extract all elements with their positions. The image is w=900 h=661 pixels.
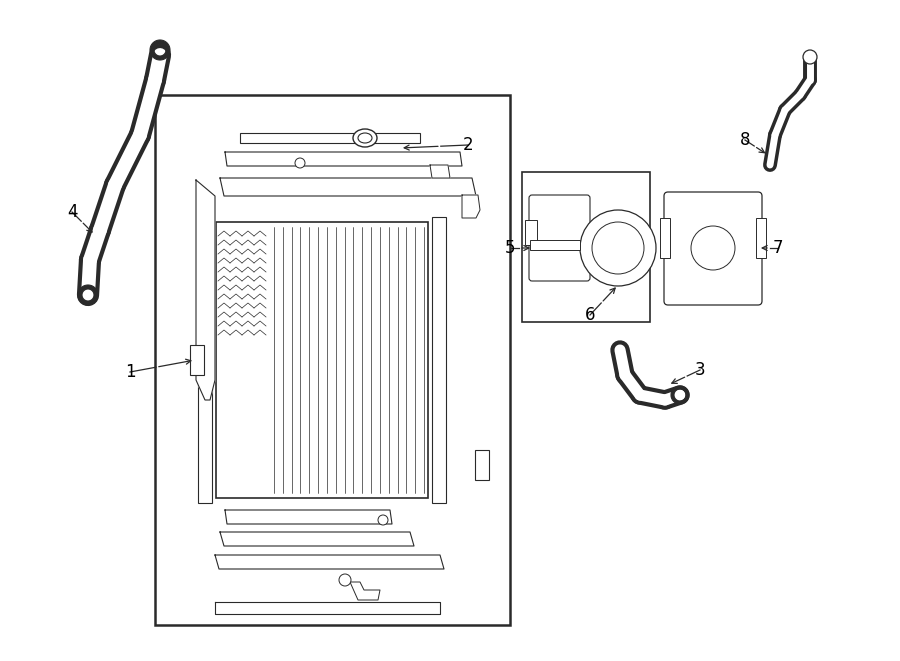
Bar bbox=[190, 345, 204, 375]
Polygon shape bbox=[215, 602, 440, 614]
Circle shape bbox=[691, 226, 735, 270]
Bar bbox=[432, 217, 446, 503]
Text: 2: 2 bbox=[463, 136, 473, 154]
FancyBboxPatch shape bbox=[529, 195, 590, 281]
Bar bbox=[198, 217, 212, 503]
Polygon shape bbox=[215, 555, 444, 569]
Text: 1: 1 bbox=[125, 363, 135, 381]
Polygon shape bbox=[220, 532, 414, 546]
Bar bbox=[522, 172, 650, 322]
Circle shape bbox=[580, 210, 656, 286]
Text: 3: 3 bbox=[695, 361, 706, 379]
Polygon shape bbox=[462, 195, 480, 218]
Polygon shape bbox=[220, 178, 476, 196]
Polygon shape bbox=[225, 152, 462, 166]
Bar bbox=[525, 220, 537, 245]
FancyBboxPatch shape bbox=[664, 192, 762, 305]
Polygon shape bbox=[196, 180, 215, 400]
Polygon shape bbox=[350, 582, 380, 600]
Circle shape bbox=[378, 515, 388, 525]
Text: 5: 5 bbox=[505, 239, 515, 257]
Bar bbox=[756, 218, 766, 258]
Circle shape bbox=[803, 50, 817, 64]
Polygon shape bbox=[430, 165, 450, 178]
Text: 8: 8 bbox=[740, 131, 751, 149]
Bar bbox=[660, 218, 670, 258]
Polygon shape bbox=[225, 510, 392, 524]
Ellipse shape bbox=[358, 133, 372, 143]
Bar bbox=[216, 222, 428, 498]
Text: 4: 4 bbox=[67, 203, 77, 221]
Text: 6: 6 bbox=[585, 306, 595, 324]
Ellipse shape bbox=[353, 129, 377, 147]
Circle shape bbox=[339, 574, 351, 586]
Text: 7: 7 bbox=[773, 239, 783, 257]
Circle shape bbox=[295, 158, 305, 168]
Bar bbox=[240, 133, 420, 143]
Circle shape bbox=[592, 222, 644, 274]
Bar bbox=[475, 450, 489, 480]
Bar bbox=[530, 240, 580, 250]
Bar bbox=[155, 95, 510, 625]
